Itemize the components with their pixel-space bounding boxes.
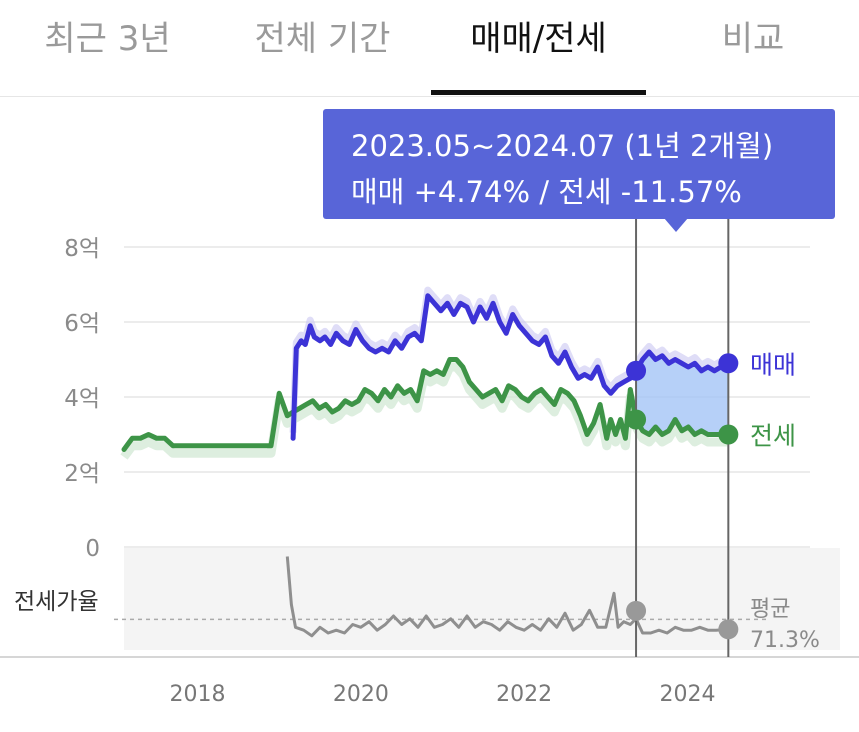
- ratio-end-marker: [718, 619, 739, 640]
- tab-compare[interactable]: 비교: [721, 19, 785, 59]
- x-tick-label: 2024: [660, 682, 716, 707]
- sale-line: [290, 293, 731, 441]
- y-tick-label: 8억: [64, 236, 100, 262]
- jeonse-end-marker: [718, 424, 739, 445]
- period-tabs: 최근 3년 전체 기간 매매/전세 비교: [0, 0, 859, 97]
- x-tick-label: 2020: [333, 682, 389, 707]
- ratio-label: 전세가율: [14, 589, 99, 615]
- tab-recent-3-years[interactable]: 최근 3년: [44, 19, 171, 59]
- jeonse-start-marker: [626, 409, 647, 430]
- ratio-average-label: 평균: [750, 597, 790, 622]
- sale-start-marker: [626, 360, 647, 381]
- range-tooltip: 2023.05~2024.07 (1년 2개월) 매매 +4.74% / 전세 …: [323, 109, 835, 219]
- selection-area: [636, 352, 729, 435]
- tooltip-pointer: [664, 218, 688, 232]
- sale-end-marker: [718, 353, 739, 374]
- ratio-line: [285, 556, 729, 638]
- jeonse-end-label: 전세: [750, 422, 796, 451]
- y-tick-label: 0: [85, 536, 100, 562]
- tooltip-period: 2023.05~2024.07 (1년 2개월): [351, 129, 774, 163]
- x-tick-label: 2018: [170, 682, 226, 707]
- sale-end-label: 매매: [750, 350, 796, 379]
- tooltip-change: 매매 +4.74% / 전세 -11.57%: [351, 175, 742, 209]
- ratio-start-marker: [626, 600, 647, 621]
- ratio-average-value: 71.3%: [750, 628, 820, 653]
- x-tick-label: 2022: [496, 682, 552, 707]
- y-tick-label: 4억: [64, 386, 100, 412]
- y-tick-label: 6억: [64, 311, 100, 337]
- tab-sale-jeonse[interactable]: 매매/전세: [470, 19, 607, 59]
- active-tab-indicator: [431, 90, 646, 95]
- y-tick-label: 2억: [64, 461, 100, 487]
- tab-all-period[interactable]: 전체 기간: [254, 19, 391, 59]
